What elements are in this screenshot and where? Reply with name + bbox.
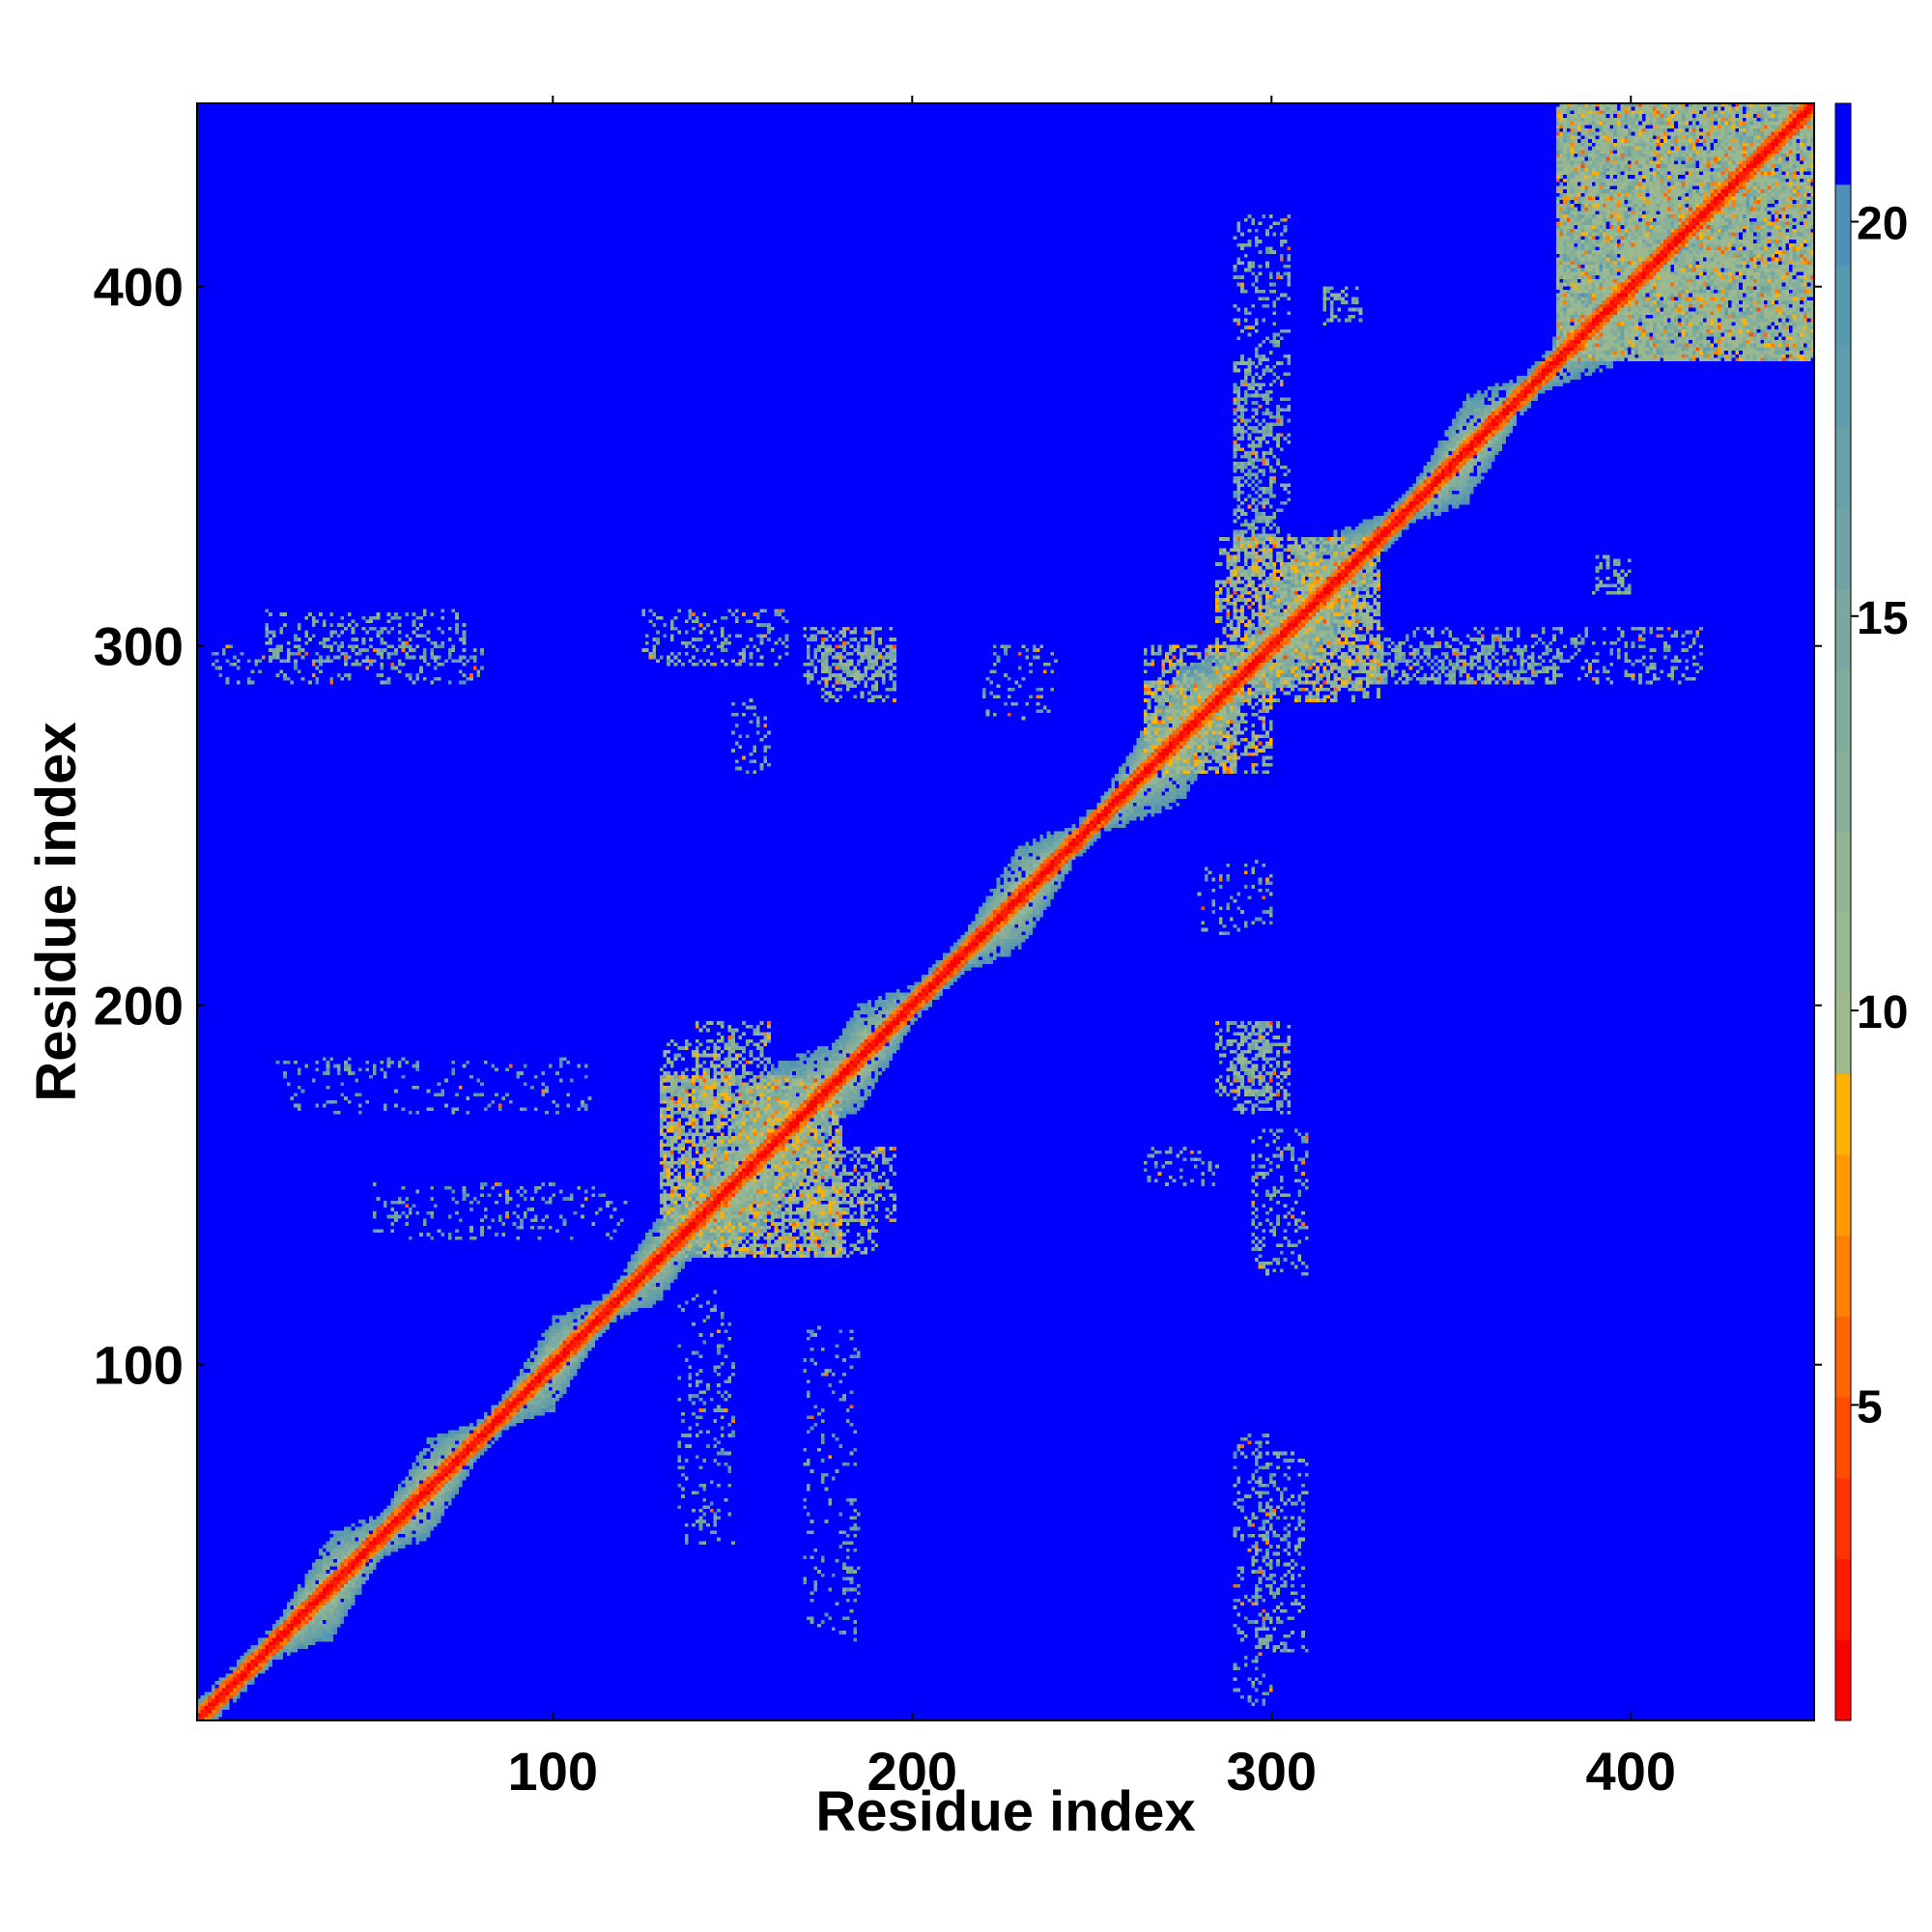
- colorbar-segment: [1835, 1154, 1851, 1236]
- colorbar-tick-label: 10: [1857, 987, 1908, 1038]
- x-tick-label: 200: [867, 1741, 957, 1802]
- y-axis: 100 200 300 400: [94, 257, 1822, 1396]
- colorbar-segments: [1835, 103, 1851, 1721]
- colorbar-segment: [1835, 265, 1851, 347]
- x-axis-label: Residue index: [815, 1780, 1195, 1843]
- x-tick-label: 300: [1227, 1741, 1317, 1802]
- heatmap-cells: [197, 103, 1814, 1720]
- colorbar-segment: [1835, 1397, 1851, 1479]
- colorbar-segment: [1835, 750, 1851, 832]
- colorbar-segment: [1835, 184, 1851, 266]
- colorbar-segment: [1835, 103, 1851, 185]
- colorbar-segment: [1835, 831, 1851, 913]
- colorbar-tick-label: 15: [1857, 593, 1908, 644]
- colorbar-segment: [1835, 1235, 1851, 1317]
- colorbar-segment: [1835, 1639, 1851, 1721]
- colorbar-segment: [1835, 1073, 1851, 1155]
- colorbar-segment: [1835, 668, 1851, 752]
- x-axis: 100 200 300 400: [508, 96, 1676, 1802]
- colorbar-segment: [1835, 912, 1851, 994]
- colorbar: 5 10 15 20: [1834, 102, 1908, 1721]
- colorbar-segment: [1835, 346, 1851, 428]
- plot-frame: [196, 102, 1815, 1721]
- colorbar-segment: [1835, 588, 1851, 670]
- colorbar-frame: [1834, 102, 1852, 1721]
- colorbar-segment: [1835, 1558, 1851, 1640]
- y-tick-label: 300: [94, 616, 184, 677]
- colorbar-ticks: 5 10 15 20: [1851, 198, 1908, 1433]
- colorbar-tick-label: 20: [1857, 198, 1908, 249]
- x-tick-label: 400: [1586, 1741, 1676, 1802]
- heatmap-plot-area: [196, 102, 1815, 1721]
- y-tick-label: 100: [94, 1335, 184, 1396]
- colorbar-segment: [1835, 426, 1851, 508]
- colorbar-segment: [1835, 1316, 1851, 1398]
- y-tick-label: 200: [94, 976, 184, 1037]
- colorbar-segment: [1835, 992, 1851, 1074]
- y-axis-label: Residue index: [25, 722, 88, 1101]
- y-tick-label: 400: [94, 257, 184, 318]
- colorbar-segment: [1835, 507, 1851, 589]
- colorbar-tick-label: 5: [1857, 1381, 1883, 1433]
- x-tick-label: 100: [508, 1741, 598, 1802]
- colorbar-segment: [1835, 1477, 1851, 1560]
